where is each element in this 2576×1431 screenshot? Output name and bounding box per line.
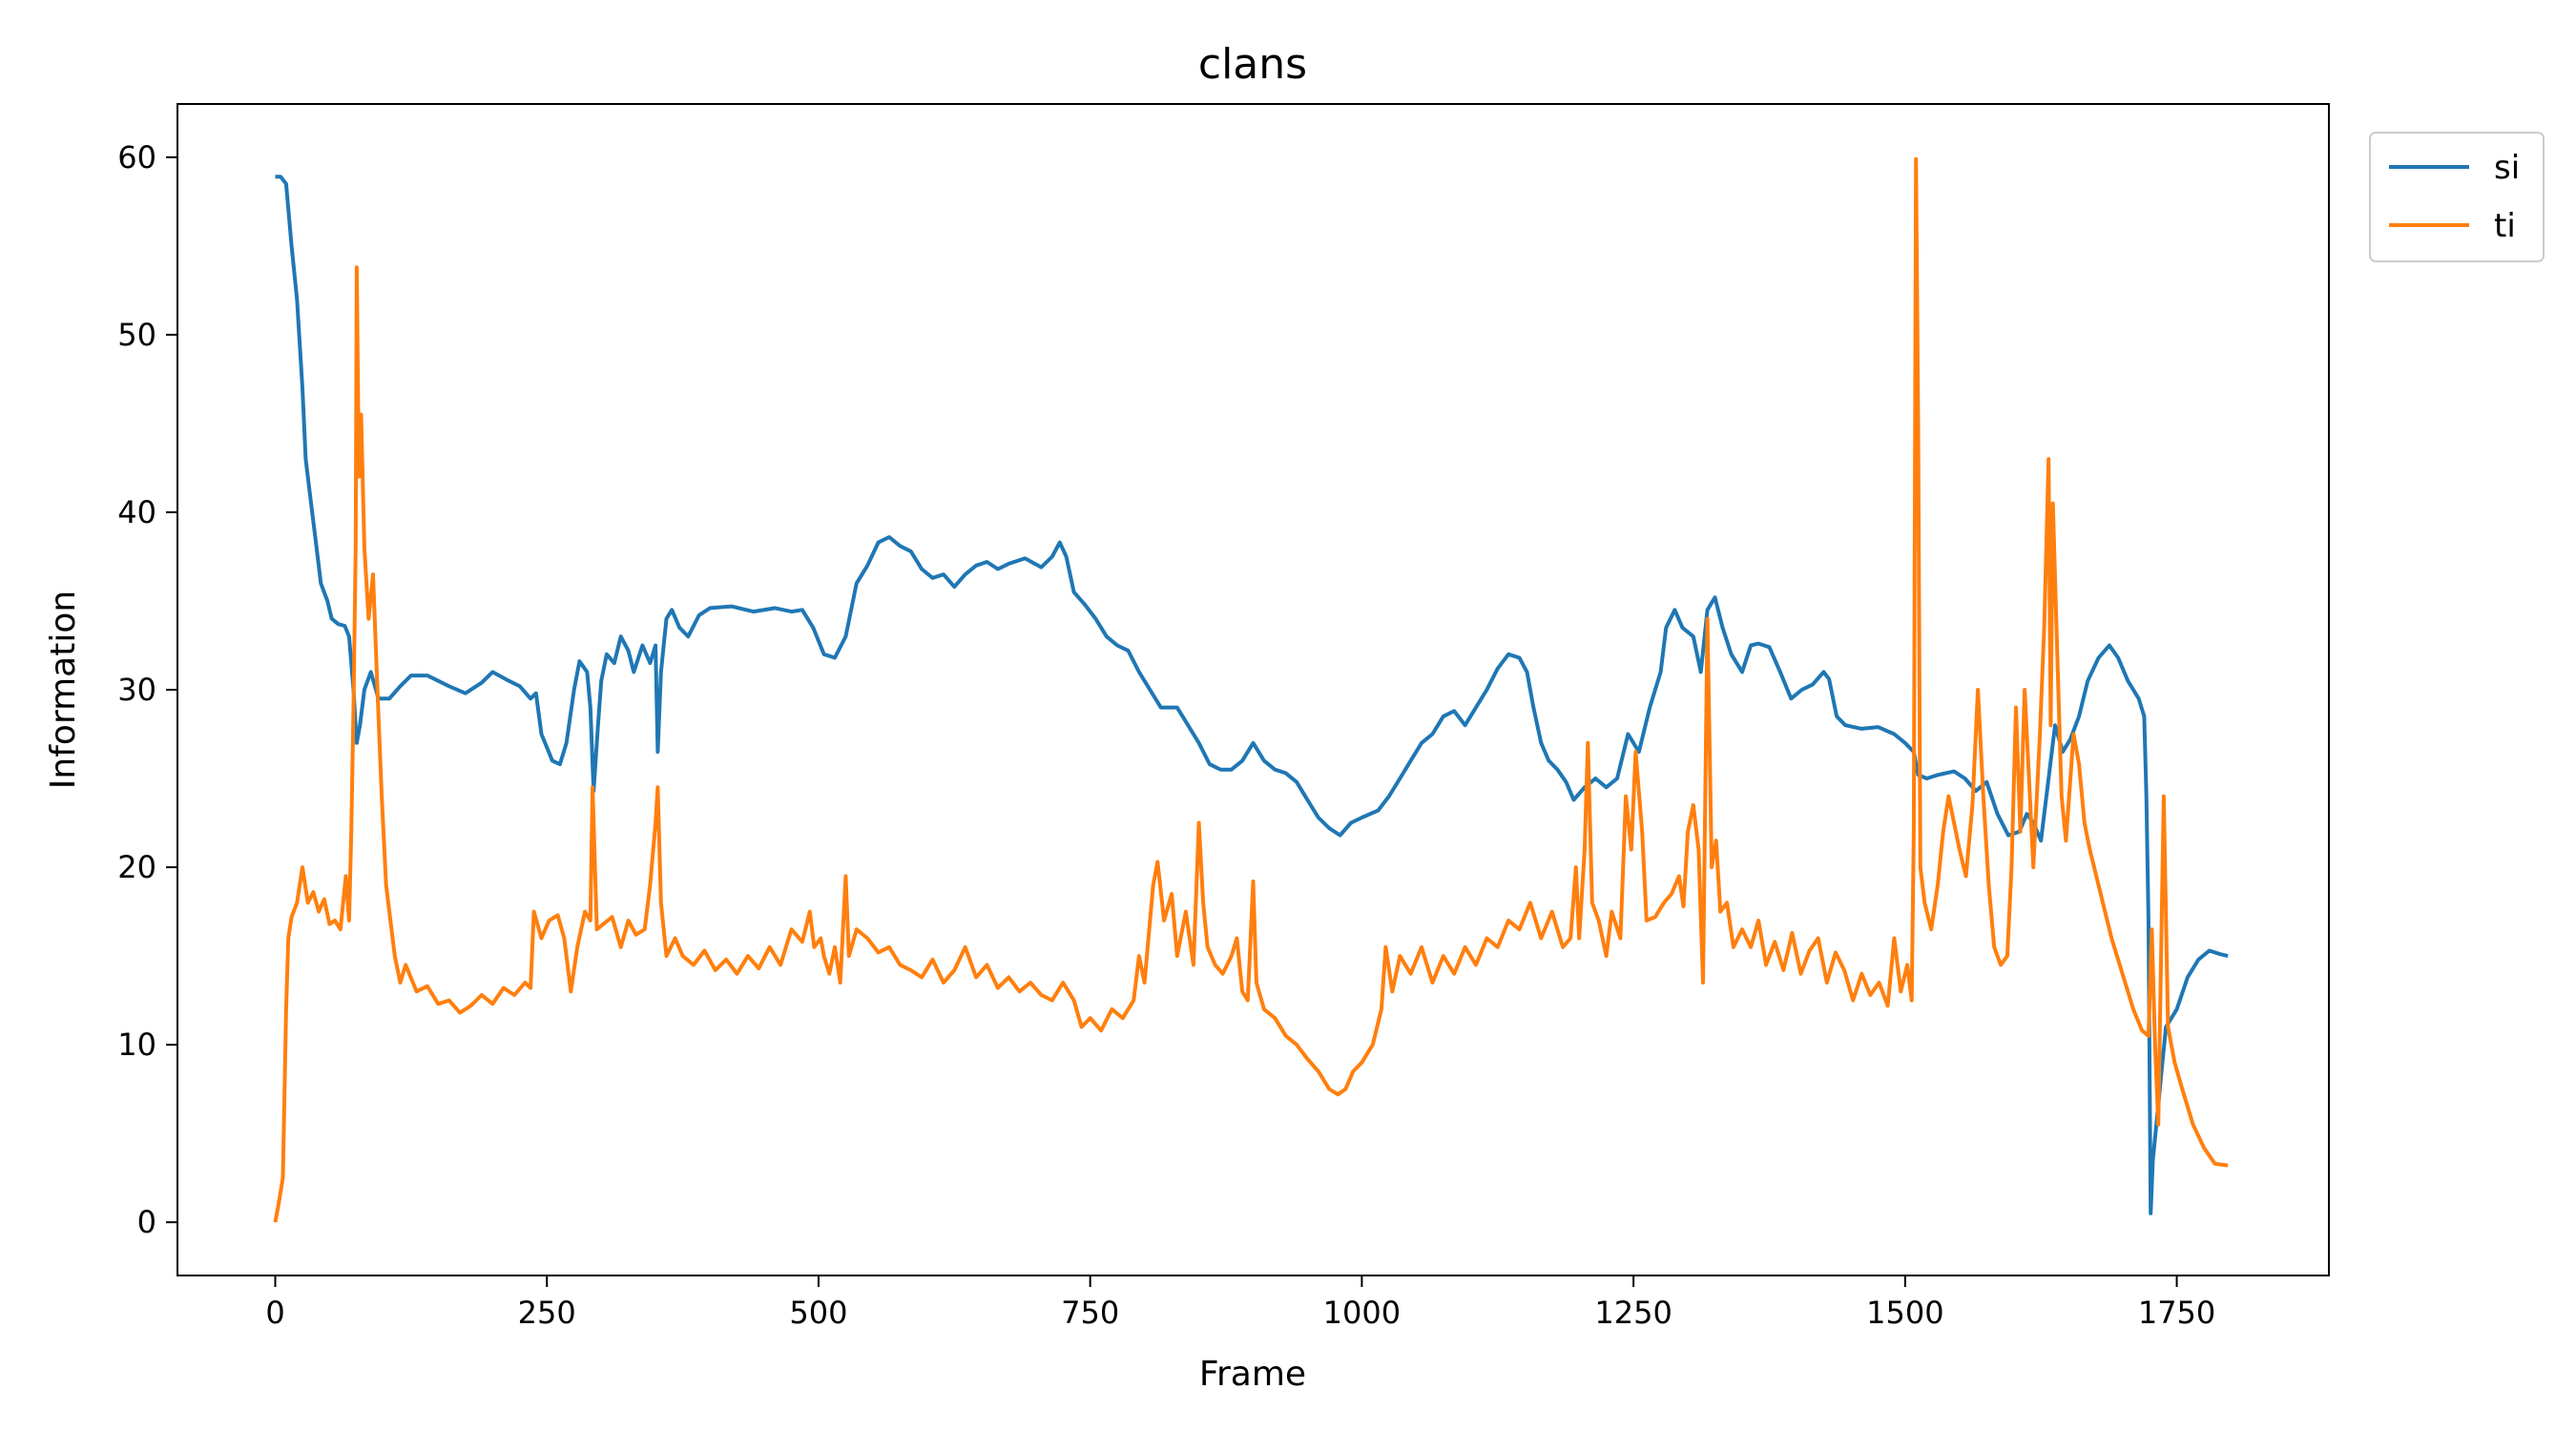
y-tick-label: 20 [117,849,156,885]
x-tick-label: 1500 [1866,1295,1943,1331]
x-tick-label: 500 [789,1295,847,1331]
y-tick-label: 50 [117,317,156,353]
legend-box [2369,132,2545,262]
chart-title: clans [1198,40,1307,89]
y-tick-label: 30 [117,672,156,708]
y-tick-label: 40 [117,494,156,530]
legend-label-si: si [2494,149,2520,187]
x-axis: 0 250 500 750 1000 1250 1500 1750 [265,1275,2215,1331]
y-tick-label: 0 [137,1204,156,1240]
y-tick-label: 10 [117,1027,156,1063]
legend: si ti [2369,132,2545,262]
series-line-si [275,175,2229,1215]
series-line-ti [273,156,2229,1223]
y-axis: 0 10 20 30 40 50 60 [117,139,177,1240]
x-tick-label: 750 [1061,1295,1119,1331]
y-axis-title: Information [44,591,83,789]
legend-label-ti: ti [2494,207,2516,245]
x-tick-label: 250 [518,1295,576,1331]
x-axis-title: Frame [1199,1355,1306,1394]
x-tick-label: 1250 [1594,1295,1672,1331]
x-tick-label: 1000 [1323,1295,1401,1331]
y-tick-label: 60 [117,139,156,176]
x-tick-label: 0 [265,1295,284,1331]
series-layer [273,156,2229,1223]
x-tick-label: 1750 [2138,1295,2215,1331]
